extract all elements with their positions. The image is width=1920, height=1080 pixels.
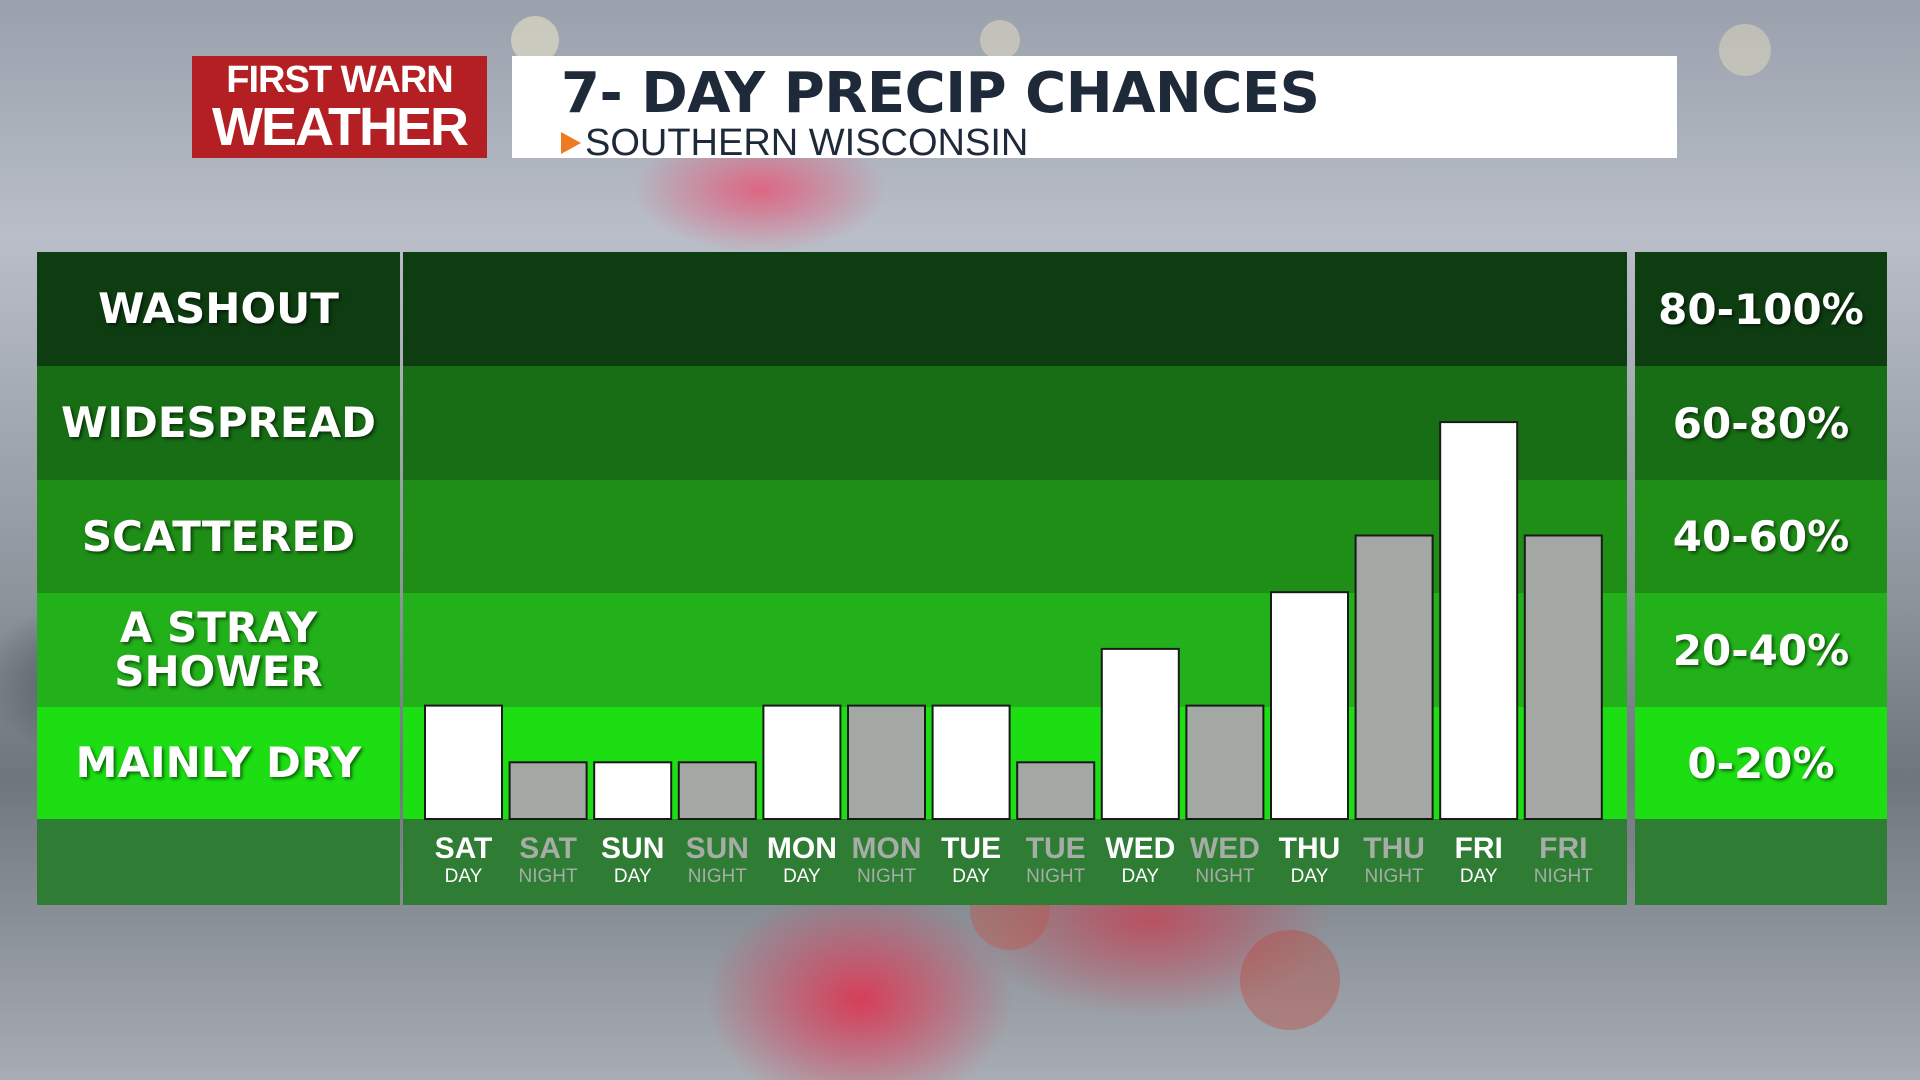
tick-period-mon-night: NIGHT bbox=[857, 866, 917, 887]
range-mainly-dry: 0-20% bbox=[1687, 738, 1835, 788]
tick-label-thu-day: THU bbox=[1279, 832, 1341, 865]
logo-line-2: WEATHER bbox=[212, 96, 469, 157]
bar-sat-night bbox=[508, 761, 588, 820]
category-panel: WASHOUT WIDESPREAD SCATTERED A STRAY SHO… bbox=[37, 252, 400, 905]
range-panel: 80-100% 60-80% 40-60% 20-40% 0-20% bbox=[1635, 252, 1887, 905]
category-stray-shower: A STRAY SHOWER bbox=[114, 603, 323, 696]
bar-tue-night bbox=[1016, 761, 1096, 820]
tick-label-mon-night: MON bbox=[852, 832, 922, 865]
bar-sun-day bbox=[593, 761, 673, 820]
range-band-widespread bbox=[1635, 366, 1887, 480]
tick-period-thu-day: DAY bbox=[1291, 866, 1329, 887]
tick-period-sun-night: NIGHT bbox=[688, 866, 748, 887]
bar-thu-day bbox=[1270, 591, 1349, 821]
tick-label-mon-day: MON bbox=[767, 832, 837, 865]
bar-fri-day bbox=[1439, 421, 1519, 820]
band-washout bbox=[37, 252, 400, 366]
tick-period-wed-day: DAY bbox=[1121, 866, 1159, 887]
range-widespread: 60-80% bbox=[1672, 398, 1850, 448]
tick-period-mon-day: DAY bbox=[783, 866, 821, 887]
range-band-axis bbox=[1635, 819, 1887, 905]
tick-label-sat-day: SAT bbox=[435, 832, 493, 865]
tick-period-fri-day: DAY bbox=[1460, 866, 1498, 887]
tick-label-fri-day: FRI bbox=[1455, 832, 1503, 865]
tick-label-sun-day: SUN bbox=[601, 832, 664, 865]
band-axis bbox=[37, 819, 400, 905]
bar-wed-day bbox=[1100, 647, 1180, 820]
first-warn-weather-logo: FIRST WARN WEATHER bbox=[192, 56, 487, 158]
range-band-scattered bbox=[1635, 480, 1887, 593]
category-mainly-dry: MAINLY DRY bbox=[75, 738, 362, 787]
tick-period-tue-day: DAY bbox=[952, 866, 990, 887]
page-title: 7- DAY PRECIP CHANCES bbox=[561, 61, 1320, 126]
tick-label-wed-night: WED bbox=[1190, 832, 1260, 865]
logo-line-1: FIRST WARN bbox=[226, 58, 453, 101]
range-washout: 80-100% bbox=[1658, 284, 1864, 334]
category-widespread: WIDESPREAD bbox=[61, 398, 376, 447]
tick-label-fri-night: FRI bbox=[1539, 832, 1587, 865]
tick-period-thu-night: NIGHT bbox=[1365, 866, 1425, 887]
bar-wed-night bbox=[1185, 704, 1265, 821]
bar-sun-night bbox=[677, 761, 757, 820]
chart-panel: SAT DAY SAT NIGHT SUN DAY SUN NIGHT MON DAY MON NIG… bbox=[403, 252, 1627, 905]
range-stray-shower: 20-40% bbox=[1672, 625, 1850, 675]
category-scattered: SCATTERED bbox=[81, 511, 356, 561]
bar-tue-day bbox=[931, 704, 1011, 821]
title-box: 7- DAY PRECIP CHANCES SOUTHERN WISCONSIN bbox=[512, 56, 1677, 164]
band-scattered bbox=[37, 480, 400, 593]
bar-fri-night bbox=[1523, 534, 1603, 820]
range-band-mainly-dry bbox=[1635, 707, 1887, 819]
tick-period-wed-night: NIGHT bbox=[1195, 866, 1255, 887]
tick-period-tue-night: NIGHT bbox=[1026, 866, 1086, 887]
tick-label-thu-night: THU bbox=[1363, 832, 1425, 865]
tick-label-sun-night: SUN bbox=[686, 832, 749, 865]
tick-label-tue-day: TUE bbox=[941, 832, 1001, 865]
subtitle: SOUTHERN WISCONSIN bbox=[585, 122, 1029, 164]
bar-mon-night bbox=[847, 704, 926, 821]
range-scattered: 40-60% bbox=[1672, 512, 1850, 561]
category-washout: WASHOUT bbox=[98, 284, 339, 333]
tick-label-tue-night: TUE bbox=[1026, 832, 1086, 865]
chart-band-widespread bbox=[403, 366, 1627, 480]
range-band-washout bbox=[1635, 252, 1887, 366]
tick-label-wed-day: WED bbox=[1105, 832, 1175, 865]
range-band-stray-shower bbox=[1635, 593, 1887, 707]
precip-bar-chart: SATDAYSATNIGHTSUNDAYSUNNIGHTMONDAYMONNIG… bbox=[424, 421, 1603, 887]
tick-label-sat-night: SAT bbox=[519, 832, 577, 865]
bar-thu-night bbox=[1354, 534, 1434, 820]
bar-mon-day bbox=[762, 704, 842, 821]
tick-period-sat-day: DAY bbox=[445, 866, 483, 887]
band-widespread bbox=[37, 366, 400, 480]
tick-period-fri-night: NIGHT bbox=[1534, 866, 1594, 887]
tick-period-sun-day: DAY bbox=[614, 866, 652, 887]
bar-sat-day bbox=[424, 704, 503, 821]
tick-period-sat-night: NIGHT bbox=[519, 866, 579, 887]
band-mainly-dry bbox=[37, 707, 400, 819]
subtitle-row: SOUTHERN WISCONSIN bbox=[561, 122, 1677, 164]
chart-band-axis bbox=[403, 819, 1627, 905]
chart-band-washout bbox=[403, 252, 1627, 366]
play-arrow-icon bbox=[561, 132, 581, 154]
band-stray-shower bbox=[37, 593, 400, 707]
